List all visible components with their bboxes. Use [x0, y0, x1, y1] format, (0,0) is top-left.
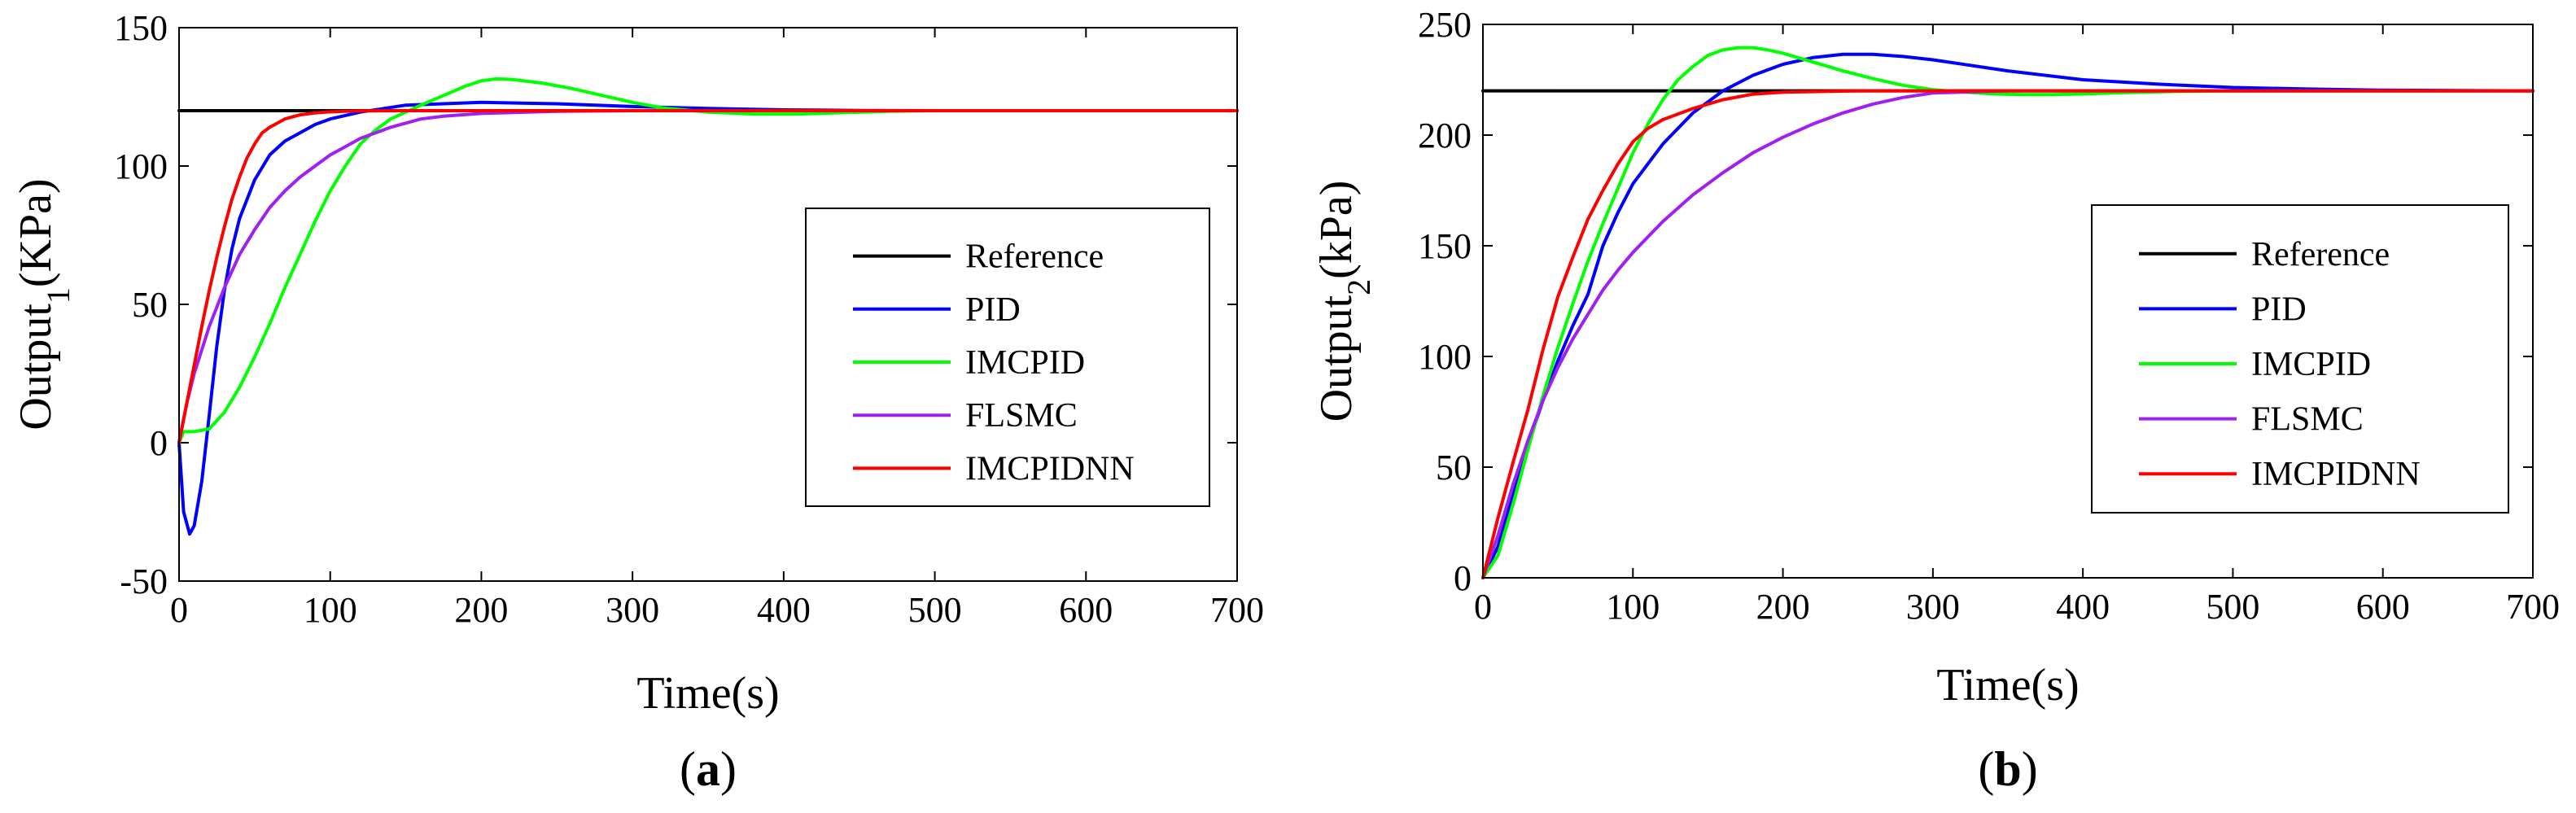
series-line-flsmc-b	[1481, 89, 2534, 579]
legend-label-imcpidnn-a: IMCPIDNN	[965, 450, 1135, 487]
caption-letter-b: b	[1994, 742, 2021, 796]
y-tick-label-a: 0	[150, 423, 168, 463]
x-tick-label-a: 500	[908, 590, 962, 630]
plot-frame-b	[1482, 24, 2534, 579]
legend-label-reference-b: Reference	[2251, 236, 2390, 273]
panel-caption-b: (b)	[1978, 742, 2037, 796]
series-line-flsmc-a	[177, 109, 1239, 444]
legend-label-imcpid-a: IMCPID	[965, 344, 1085, 382]
legend-b: Reference PID IMCPID FLSMC IMCPIDNN	[2091, 204, 2509, 514]
x-tick-label-b: 700	[2506, 587, 2560, 627]
y-tick-label-b: 200	[1418, 116, 1472, 155]
series-line-pid-b	[1481, 52, 2534, 579]
caption-open-a: (	[680, 742, 696, 796]
series-line-imcpid-a	[177, 76, 1239, 444]
x-tick-label-b: 300	[1906, 587, 1960, 627]
y-axis-label-b-unit: (kPa)	[1311, 181, 1362, 279]
caption-close-a: )	[720, 742, 737, 796]
legend-a: Reference PID IMCPID FLSMC IMCPIDNN	[805, 208, 1210, 507]
y-axis-label-a-sub: 1	[40, 287, 77, 304]
gridless-ticks-b: 0 100 200 300 400 500 600 700 0 50 100 150 200 250	[1418, 5, 2560, 627]
caption-close-b: )	[2022, 742, 2038, 796]
x-tick-label-a: 300	[606, 590, 659, 630]
chart-panel-b: 0 100 200 300 400 500 600 700 0 50 100 150 200 250 Re…	[1311, 5, 2560, 796]
y-tick-label-b: 100	[1418, 337, 1472, 377]
legend-label-reference-a: Reference	[965, 238, 1104, 276]
legend-label-flsmc-b: FLSMC	[2251, 401, 2364, 439]
legend-box-a	[805, 208, 1210, 507]
x-tick-label-a: 100	[304, 590, 357, 630]
series-lines-b	[1481, 46, 2534, 579]
y-tick-label-a: -50	[120, 562, 168, 601]
caption-open-b: (	[1978, 742, 1994, 796]
x-tick-label-a: 700	[1210, 590, 1264, 630]
x-tick-label-a: 400	[757, 590, 811, 630]
x-axis-label-a: Time(s)	[636, 668, 779, 719]
x-tick-label-a: 200	[454, 590, 508, 630]
legend-label-flsmc-a: FLSMC	[965, 397, 1078, 435]
legend-label-imcpidnn-b: IMCPIDNN	[2251, 456, 2421, 493]
y-axis-label-a: Output1(KPa)	[11, 178, 77, 430]
x-tick-label-a: 0	[170, 590, 188, 630]
y-tick-label-b: 0	[1454, 558, 1472, 598]
x-tick-label-b: 600	[2356, 587, 2410, 627]
y-tick-label-a: 150	[114, 8, 168, 48]
legend-label-imcpid-b: IMCPID	[2251, 346, 2371, 383]
legend-box-b	[2091, 204, 2509, 514]
series-line-imcpidnn-b	[1481, 89, 2534, 579]
x-tick-label-b: 0	[1474, 587, 1492, 627]
y-axis-label-a-unit: (KPa)	[11, 178, 61, 287]
caption-letter-a: a	[696, 742, 720, 796]
x-tick-label-a: 600	[1059, 590, 1113, 630]
y-tick-label-b: 250	[1418, 5, 1472, 45]
y-tick-label-a: 100	[114, 146, 168, 186]
legend-label-pid-b: PID	[2251, 291, 2307, 328]
x-axis-label-b: Time(s)	[1936, 660, 2079, 710]
x-tick-label-b: 500	[2206, 587, 2259, 627]
y-axis-label-a-main: Output	[11, 304, 61, 431]
series-lines-a	[177, 76, 1239, 536]
plot-frame-a	[178, 27, 1238, 582]
x-tick-label-b: 400	[2056, 587, 2110, 627]
y-axis-label-b-main: Output	[1311, 295, 1362, 422]
series-line-imcpidnn-a	[177, 109, 1239, 444]
x-tick-label-b: 200	[1756, 587, 1810, 627]
series-line-imcpid-b	[1481, 46, 2534, 579]
x-tick-label-b: 100	[1606, 587, 1660, 627]
y-tick-label-a: 50	[132, 285, 168, 325]
legend-label-pid-a: PID	[965, 291, 1021, 329]
y-axis-label-b: Output2(kPa)	[1311, 181, 1377, 422]
y-tick-label-b: 150	[1418, 226, 1472, 266]
y-tick-label-b: 50	[1436, 448, 1472, 487]
y-axis-label-b-sub: 2	[1340, 279, 1377, 295]
panel-caption-a: (a)	[680, 742, 737, 796]
